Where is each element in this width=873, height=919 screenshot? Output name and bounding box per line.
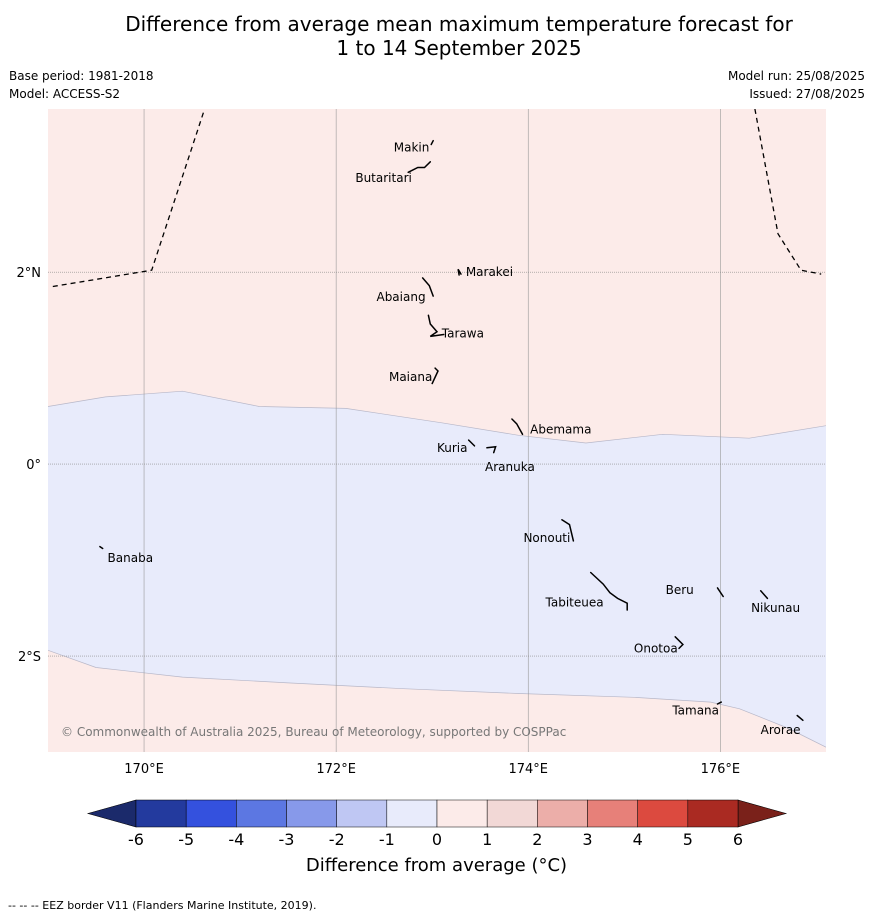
island-onotoa [674, 636, 684, 650]
colorbar-tick-label: 3 [582, 830, 592, 849]
colorbar-over-arrow [737, 799, 788, 828]
colorbar-tick-label: 5 [683, 830, 693, 849]
eez-border-line [52, 109, 206, 288]
colorbar-under-arrow [86, 799, 137, 828]
island-label-tamana: Tamana [671, 704, 719, 718]
island-abemama [511, 418, 524, 436]
colorbar-tick-label: 2 [532, 830, 542, 849]
colorbar-tick-label: -4 [228, 830, 244, 849]
island-tarawa [427, 314, 445, 338]
lat-tick-label: 0° [26, 458, 41, 473]
colorbar-bin [185, 799, 237, 828]
island-label-banaba: Banaba [108, 551, 154, 565]
island-label-makin: Makin [394, 140, 430, 154]
island-aranuka [486, 445, 497, 454]
colorbar-bin [386, 799, 438, 828]
colorbar-bin [637, 799, 689, 828]
base-period: Base period: 1981-2018 [9, 69, 154, 83]
colorbar-tick-label: -6 [128, 830, 144, 849]
island-label-arorae: Arorae [761, 723, 801, 737]
colorbar-bin [436, 799, 488, 828]
island-label-abaiang: Abaiang [376, 290, 425, 304]
lon-tick-label: 174°E [508, 762, 548, 777]
colorbar-bin [587, 799, 638, 828]
island-banaba [99, 545, 104, 550]
colorbar-tick-label: -2 [329, 830, 345, 849]
island-tabiteuea [589, 571, 628, 611]
colorbar-bin [135, 799, 187, 828]
island-label-beru: Beru [666, 583, 694, 597]
island-kuria [467, 439, 476, 447]
colorbar-bin [537, 799, 588, 828]
island-label-abemama: Abemama [530, 423, 591, 437]
colorbar-tick-label: 4 [633, 830, 643, 849]
map-plot-area: Makin Butaritari Marakei Abaiang Tarawa Maian… [48, 109, 826, 752]
lat-tick-label: 2°N [17, 266, 42, 281]
model-name: Model: ACCESS-S2 [9, 87, 121, 101]
island-label-aranuka: Aranuka [485, 460, 535, 474]
title-line-1: Difference from average mean maximum tem… [125, 12, 793, 36]
colorbar-tick-label: 6 [733, 830, 743, 849]
colorbar-bin [486, 799, 538, 828]
island-label-tarawa: Tarawa [441, 327, 484, 341]
colorbar-bin [687, 799, 739, 828]
meta-left: Base period: 1981-2018 Model: ACCESS-S2 [9, 67, 154, 103]
lower-contour-line [48, 649, 826, 748]
island-nonouti [561, 519, 575, 542]
lat-tick-label: 2°S [18, 650, 41, 665]
lon-tick-label: 170°E [124, 762, 164, 777]
island-label-marakei: Marakei [466, 265, 513, 279]
island-nikunau [759, 590, 769, 600]
island-makin [430, 139, 434, 146]
colorbar-label: Difference from average (°C) [305, 855, 568, 876]
lon-tick-label: 172°E [316, 762, 356, 777]
island-marakei [457, 268, 462, 276]
map-title: Difference from average mean maximum tem… [0, 12, 873, 60]
colorbar-tick-label: 0 [432, 830, 442, 849]
island-label-butaritari: Butaritari [355, 171, 412, 185]
eez-footnote: -- -- -- EEZ border V11 (Flanders Marine… [8, 899, 317, 912]
meta-right: Model run: 25/08/2025 Issued: 27/08/2025 [728, 67, 865, 103]
island-label-onotoa: Onotoa [634, 641, 678, 655]
island-butaritari [407, 161, 432, 174]
island-label-tabiteuea: Tabiteuea [545, 595, 604, 609]
cool-anomaly-region [48, 391, 826, 748]
colorbar-bin [336, 799, 388, 828]
title-line-2: 1 to 14 September 2025 [336, 36, 582, 60]
island-label-nikunau: Nikunau [751, 601, 800, 615]
island-label-nonouti: Nonouti [523, 531, 570, 545]
island-beru [716, 587, 724, 598]
upper-contour-line [48, 390, 826, 444]
island-arorae [796, 714, 804, 722]
eez-border-line [754, 109, 822, 275]
colorbar-tick-label: -3 [279, 830, 295, 849]
island-label-kuria: Kuria [437, 441, 468, 455]
model-run: Model run: 25/08/2025 [727, 69, 865, 83]
colorbar-tick-label: 1 [482, 830, 492, 849]
colorbar-tick-label: -5 [178, 830, 194, 849]
colorbar-bin [236, 799, 287, 828]
colorbar-tick-label: -1 [379, 830, 395, 849]
map-canvas: Makin Butaritari Marakei Abaiang Tarawa Maian… [17, 109, 826, 849]
copyright-text: © Commonwealth of Australia 2025, Bureau… [61, 725, 566, 739]
island-tamana [716, 701, 723, 705]
colorbar-bin [286, 799, 337, 828]
island-label-maiana: Maiana [389, 370, 432, 384]
island-abaiang [421, 277, 434, 297]
issued-date: Issued: 27/08/2025 [749, 87, 865, 101]
lon-tick-label: 176°E [701, 762, 741, 777]
island-maiana [431, 367, 439, 385]
